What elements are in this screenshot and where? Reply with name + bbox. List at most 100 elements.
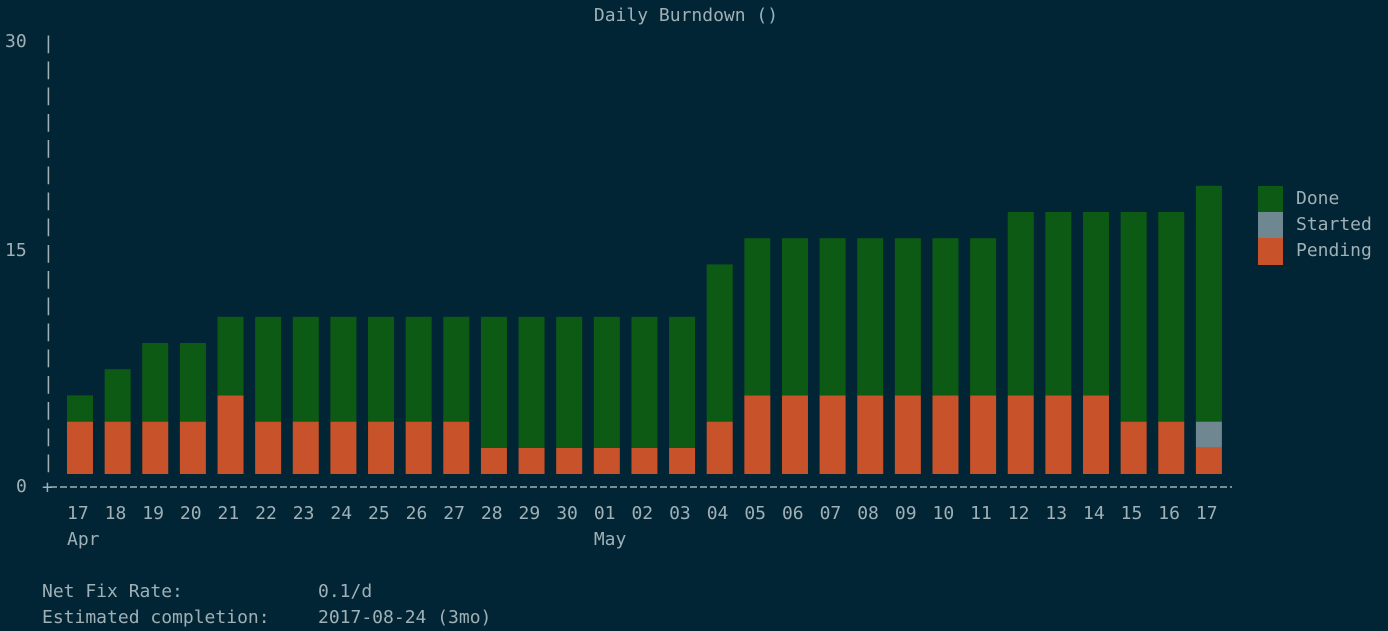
bar-done <box>104 369 131 422</box>
y-axis-segment: | <box>43 426 54 447</box>
bar-pending <box>292 421 319 474</box>
legend-swatch-started <box>1258 212 1283 239</box>
y-axis-segment: | <box>43 269 54 290</box>
bar-pending <box>970 395 997 474</box>
bar-pending <box>593 447 620 474</box>
estimated-completion-value: 2017-08-24 (3mo) <box>318 607 492 628</box>
x-tick-label: 29 <box>518 503 541 524</box>
y-axis-segment: | <box>43 216 54 237</box>
bar-done <box>1007 212 1034 396</box>
y-tick-label: 0 <box>16 476 27 497</box>
bar-done <box>781 238 808 396</box>
x-tick-label: 14 <box>1083 503 1105 524</box>
y-axis-segment: | <box>43 242 54 263</box>
bar-pending <box>706 421 733 474</box>
y-axis-segment: | <box>43 59 54 80</box>
x-tick-label: 23 <box>292 503 315 524</box>
bar-pending <box>104 421 131 474</box>
x-tick-label: 16 <box>1158 503 1180 524</box>
y-axis-segment: | <box>43 138 54 159</box>
y-tick-label: 15 <box>5 240 27 261</box>
bar-pending <box>1120 421 1147 474</box>
bar-done <box>819 238 846 396</box>
x-tick-label: 07 <box>819 503 842 524</box>
x-tick-label: 22 <box>255 503 277 524</box>
y-axis-segment: | <box>43 164 54 185</box>
x-tick-label: 08 <box>857 503 879 524</box>
bar-pending <box>67 421 93 474</box>
y-axis-segment: | <box>43 295 54 316</box>
month-label: Apr <box>67 529 100 550</box>
bar-started <box>1195 421 1222 448</box>
x-tick-label: 13 <box>1045 503 1068 524</box>
x-tick-label: 20 <box>179 503 202 524</box>
x-tick-label: 01 <box>593 503 616 524</box>
bar-done <box>368 316 395 422</box>
x-tick-label: 26 <box>405 503 428 524</box>
bar-pending <box>744 395 771 474</box>
bar-pending <box>1007 395 1034 474</box>
bar-pending <box>1158 421 1185 474</box>
bar-done <box>1195 185 1222 422</box>
x-tick-label: 19 <box>142 503 164 524</box>
bar-pending <box>330 421 357 474</box>
estimated-completion-label: Estimated completion: <box>42 607 270 628</box>
x-tick-label: 11 <box>970 503 992 524</box>
legend-label-done: Done <box>1296 188 1340 209</box>
bar-pending <box>480 447 507 474</box>
bar-pending <box>518 447 545 474</box>
bar-done <box>631 316 658 448</box>
bar-done <box>932 238 959 396</box>
bar-done <box>292 316 319 422</box>
x-tick-label: 02 <box>631 503 654 524</box>
net-fix-rate-label: Net Fix Rate: <box>42 581 183 602</box>
y-axis-segment: | <box>43 347 54 368</box>
x-tick-label: 17 <box>67 503 89 524</box>
x-tick-label: 18 <box>104 503 127 524</box>
y-axis-segment: | <box>43 373 54 394</box>
bar-done <box>744 238 771 396</box>
y-axis-segment: | <box>43 190 54 211</box>
axis-origin: + <box>42 477 53 498</box>
bar-done <box>1083 212 1110 396</box>
y-axis-segment: | <box>43 400 54 421</box>
bar-pending <box>368 421 395 474</box>
x-tick-label: 21 <box>217 503 240 524</box>
x-tick-label: 28 <box>480 503 503 524</box>
legend-label-pending: Pending <box>1296 240 1372 262</box>
month-label: May <box>593 529 627 550</box>
bar-pending <box>819 395 846 474</box>
bar-pending <box>932 395 959 474</box>
bar-done <box>1120 212 1147 422</box>
bar-done <box>518 316 545 448</box>
bar-done <box>405 316 432 422</box>
chart-title: Daily Burndown () <box>593 5 779 26</box>
bar-pending <box>255 421 282 474</box>
bar-pending <box>1045 395 1072 474</box>
x-tick-label: 12 <box>1007 503 1030 524</box>
bar-done <box>556 316 583 448</box>
x-tick-label: 17 <box>1195 503 1218 524</box>
bar-pending <box>556 447 583 474</box>
y-axis-segment: | <box>43 33 54 54</box>
bar-done <box>142 343 169 422</box>
bar-done <box>1045 212 1072 396</box>
bar-done <box>970 238 997 396</box>
bar-done <box>857 238 884 396</box>
bar-pending <box>857 395 884 474</box>
bar-done <box>480 316 507 448</box>
bar-done <box>593 316 620 448</box>
y-axis-segment: | <box>43 321 54 342</box>
bar-done <box>255 316 282 422</box>
bar-done <box>443 316 470 422</box>
bar-pending <box>1195 447 1222 474</box>
legend-swatch-pending <box>1258 238 1283 265</box>
x-tick-label: 15 <box>1120 503 1143 524</box>
x-tick-label: 05 <box>744 503 767 524</box>
bar-done <box>669 316 696 448</box>
bar-done <box>706 264 733 422</box>
bar-pending <box>1083 395 1110 474</box>
x-tick-label: 09 <box>894 503 917 524</box>
bar-done <box>330 316 357 422</box>
